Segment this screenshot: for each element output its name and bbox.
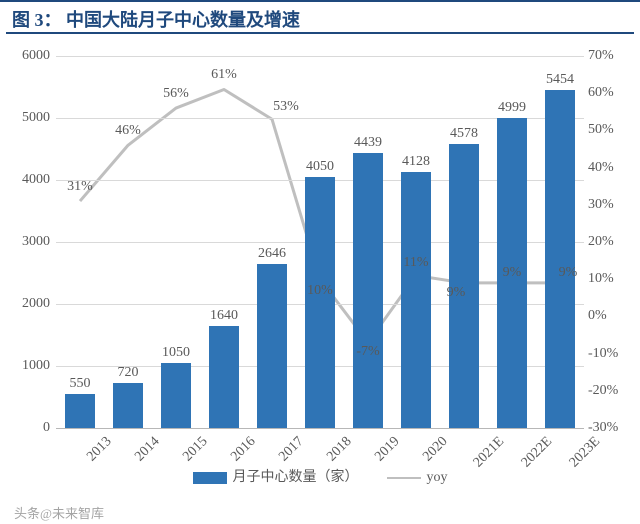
figure-title: 图 3： 中国大陆月子中心数量及增速 [12, 6, 300, 32]
bar [65, 394, 95, 428]
y-right-tick-label: 50% [588, 122, 634, 138]
yoy-value-label: 53% [273, 99, 299, 115]
legend-item: yoy [387, 470, 448, 486]
bar [209, 326, 239, 428]
yoy-value-label: 31% [67, 179, 93, 195]
x-tick-label: 2020 [420, 434, 451, 465]
y-right-tick-label: 10% [588, 271, 634, 287]
x-tick-label: 2018 [324, 434, 355, 465]
yoy-value-label: 9% [503, 265, 522, 281]
y-right-tick-label: -10% [588, 346, 634, 362]
y-left-tick-label: 1000 [6, 358, 50, 374]
gridline [56, 428, 584, 429]
x-tick-label: 2016 [228, 434, 259, 465]
yoy-value-label: -7% [356, 344, 379, 360]
yoy-value-label: 11% [403, 255, 428, 271]
x-tick-label: 2014 [132, 434, 163, 465]
bar-value-label: 550 [56, 376, 104, 392]
y-left-tick-label: 5000 [6, 110, 50, 126]
legend-label: 月子中心数量（家） [233, 470, 359, 485]
plot-area: 550 31% 720 46% 1050 56% 1640 61% 2646 53% 4050 10%… [56, 56, 584, 428]
y-right-tick-label: 0% [588, 308, 634, 324]
x-tick-label: 2015 [180, 434, 211, 465]
y-left-tick-label: 4000 [6, 172, 50, 188]
bar-value-label: 5454 [536, 72, 584, 88]
yoy-value-label: 10% [307, 283, 333, 299]
x-tick-label: 2017 [276, 434, 307, 465]
y-right-tick-label: -20% [588, 383, 634, 399]
bar-value-label: 4578 [440, 126, 488, 142]
x-tick-label: 2019 [372, 434, 403, 465]
y-left-tick-label: 6000 [6, 48, 50, 64]
title-divider [6, 32, 634, 34]
figure-title-bar: 图 3： 中国大陆月子中心数量及增速 [0, 0, 640, 34]
bar [353, 153, 383, 428]
bar [305, 177, 335, 428]
yoy-value-label: 9% [447, 285, 466, 301]
y-left-tick-label: 3000 [6, 234, 50, 250]
y-left-tick-label: 2000 [6, 296, 50, 312]
bar-value-label: 4439 [344, 135, 392, 151]
bar [161, 363, 191, 428]
yoy-value-label: 46% [115, 123, 141, 139]
legend-item: 月子中心数量（家） [193, 466, 359, 486]
bar-value-label: 1050 [152, 345, 200, 361]
y-right-tick-label: 20% [588, 234, 634, 250]
bar [113, 383, 143, 428]
bar [257, 264, 287, 428]
source-attribution: 头条@未来智库 [14, 503, 104, 522]
gridline [56, 56, 584, 57]
y-right-tick-label: 40% [588, 160, 634, 176]
bar-value-label: 2646 [248, 246, 296, 262]
yoy-value-label: 9% [559, 265, 578, 281]
y-left-tick-label: 0 [6, 420, 50, 436]
x-tick-label: 2013 [84, 434, 115, 465]
yoy-value-label: 61% [211, 67, 237, 83]
y-right-tick-label: -30% [588, 420, 634, 436]
legend: 月子中心数量（家） yoy [6, 466, 634, 486]
y-right-tick-label: 70% [588, 48, 634, 64]
bar-value-label: 4128 [392, 154, 440, 170]
legend-line-swatch [387, 477, 421, 479]
yoy-value-label: 56% [163, 86, 189, 102]
bar-value-label: 4050 [296, 159, 344, 175]
y-right-tick-label: 60% [588, 85, 634, 101]
bar [545, 90, 575, 428]
legend-bar-swatch [193, 472, 227, 484]
bar-value-label: 1640 [200, 308, 248, 324]
y-right-tick-label: 30% [588, 197, 634, 213]
bar-value-label: 720 [104, 365, 152, 381]
bar-value-label: 4999 [488, 100, 536, 116]
legend-label: yoy [427, 470, 448, 485]
chart-area: 550 31% 720 46% 1050 56% 1640 61% 2646 53% 4050 10%… [6, 36, 634, 498]
bar [401, 172, 431, 428]
